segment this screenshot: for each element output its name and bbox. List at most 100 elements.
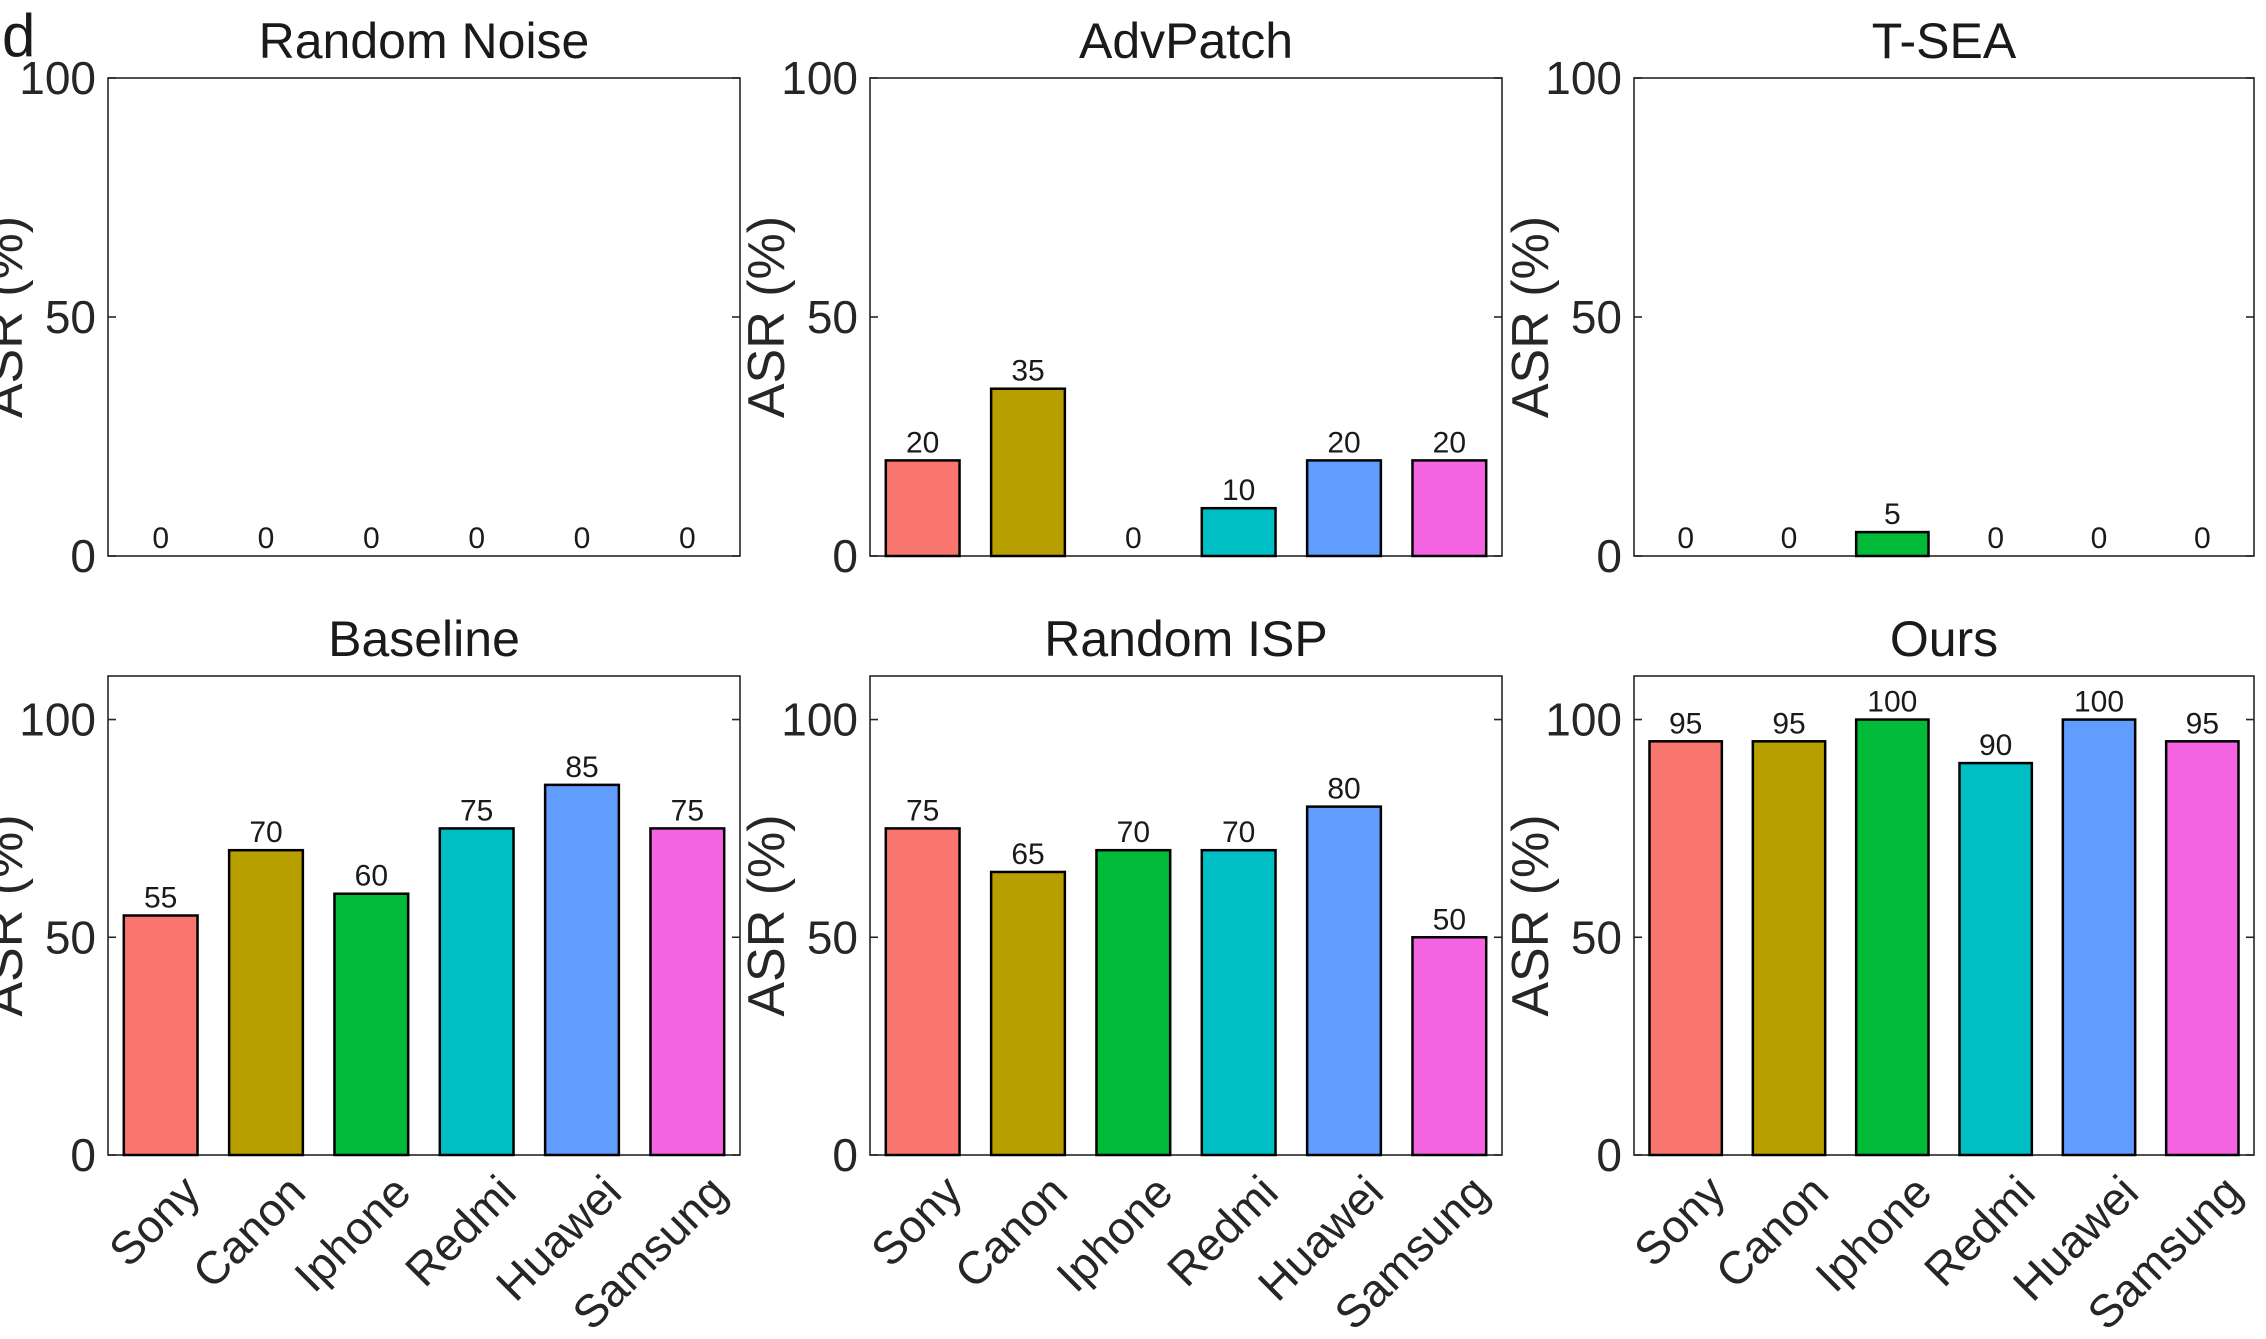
data-label: 80 xyxy=(1327,773,1360,806)
bar xyxy=(227,848,305,1157)
data-label: 0 xyxy=(679,522,696,555)
data-label: 100 xyxy=(2074,686,2124,719)
y-tick-label: 0 xyxy=(832,1129,858,1181)
data-label: 5 xyxy=(1884,498,1901,531)
data-label: 0 xyxy=(1125,522,1142,555)
data-label: 75 xyxy=(671,794,704,827)
y-tick-label: 0 xyxy=(70,1129,96,1181)
data-label: 85 xyxy=(565,751,598,784)
y-axis-label: ASR (%) xyxy=(0,814,34,1016)
bar xyxy=(1751,740,1827,1157)
bar xyxy=(2164,740,2240,1157)
y-tick-label: 0 xyxy=(832,530,858,582)
chart-title: AdvPatch xyxy=(1079,13,1293,69)
data-label: 70 xyxy=(249,816,282,849)
data-label: 65 xyxy=(1011,838,1044,871)
bar xyxy=(1854,718,1930,1157)
data-label: 0 xyxy=(152,522,169,555)
bar xyxy=(1305,459,1383,558)
bar xyxy=(649,827,726,1157)
x-tick-label: Iphone xyxy=(1046,1165,1182,1301)
bar xyxy=(1648,740,1724,1157)
data-label: 0 xyxy=(468,522,485,555)
x-tick-label: Canon xyxy=(182,1165,315,1298)
axes-box xyxy=(107,77,741,557)
data-label: 95 xyxy=(1772,707,1805,740)
y-tick-label: 100 xyxy=(781,52,858,104)
bar xyxy=(884,827,961,1157)
y-tick-label: 100 xyxy=(1545,52,1622,104)
bar xyxy=(989,870,1067,1157)
data-label: 0 xyxy=(363,522,380,555)
y-tick-label: 50 xyxy=(1571,911,1622,963)
y-tick-label: 50 xyxy=(1571,291,1622,343)
panel-letter: d xyxy=(2,2,35,69)
chart-title: Baseline xyxy=(328,611,520,667)
y-tick-label: 0 xyxy=(70,530,96,582)
chart-panel: Random Noise ASR (%) 0 50 100 0 0 0 0 0 0 xyxy=(0,13,741,582)
bar xyxy=(1854,530,1930,558)
y-axis-label: ASR (%) xyxy=(1502,814,1560,1016)
data-label: 0 xyxy=(1677,522,1694,555)
y-tick-label: 50 xyxy=(45,291,96,343)
bar xyxy=(438,827,515,1157)
y-tick-label: 100 xyxy=(19,694,96,746)
y-tick-label: 50 xyxy=(45,911,96,963)
axes-box xyxy=(1633,675,2255,1156)
y-axis-label: ASR (%) xyxy=(1502,216,1560,418)
data-label: 50 xyxy=(1433,903,1466,936)
x-tick-label: Canon xyxy=(944,1165,1077,1298)
bar xyxy=(989,387,1067,558)
data-label: 70 xyxy=(1117,816,1150,849)
axes-box xyxy=(1633,77,2255,557)
chart-title: Random Noise xyxy=(259,13,590,69)
chart-panel: AdvPatch ASR (%) 0 50 100 20 35 0 10 20 20 xyxy=(738,13,1503,582)
data-label: 75 xyxy=(460,794,493,827)
y-tick-label: 100 xyxy=(19,52,96,104)
bar xyxy=(122,914,199,1157)
chart-title: Ours xyxy=(1890,611,1998,667)
y-tick-label: 100 xyxy=(1545,694,1622,746)
y-tick-label: 50 xyxy=(807,291,858,343)
data-label: 0 xyxy=(2194,522,2211,555)
bar xyxy=(1200,848,1277,1157)
axes-box xyxy=(107,675,741,1156)
data-label: 10 xyxy=(1222,474,1255,507)
bar xyxy=(1305,805,1383,1157)
y-axis-label: ASR (%) xyxy=(738,216,796,418)
data-label: 75 xyxy=(906,794,939,827)
bar xyxy=(1411,936,1488,1157)
data-label: 90 xyxy=(1979,729,2012,762)
data-label: 0 xyxy=(258,522,275,555)
axes-box xyxy=(869,675,1503,1156)
y-tick-label: 0 xyxy=(1596,530,1622,582)
data-label: 20 xyxy=(906,426,939,459)
x-tick-label: Iphone xyxy=(284,1165,420,1301)
data-label: 0 xyxy=(574,522,591,555)
bar xyxy=(1095,848,1172,1157)
data-label: 0 xyxy=(2091,522,2108,555)
bar xyxy=(543,783,621,1157)
bar xyxy=(1200,506,1277,558)
axes-box xyxy=(869,77,1503,557)
data-label: 35 xyxy=(1011,355,1044,388)
data-label: 0 xyxy=(1987,522,2004,555)
data-label: 20 xyxy=(1327,426,1360,459)
y-axis-label: ASR (%) xyxy=(738,814,796,1016)
y-tick-label: 50 xyxy=(807,911,858,963)
chart-title: Random ISP xyxy=(1044,611,1327,667)
data-label: 70 xyxy=(1222,816,1255,849)
data-label: 95 xyxy=(2186,707,2219,740)
x-tick-label: Iphone xyxy=(1805,1165,1941,1301)
data-label: 55 xyxy=(144,882,177,915)
bar xyxy=(333,892,410,1157)
data-label: 95 xyxy=(1669,707,1702,740)
bar xyxy=(884,459,961,558)
bar xyxy=(1411,459,1488,558)
y-axis-label: ASR (%) xyxy=(0,216,34,418)
data-label: 100 xyxy=(1867,686,1917,719)
